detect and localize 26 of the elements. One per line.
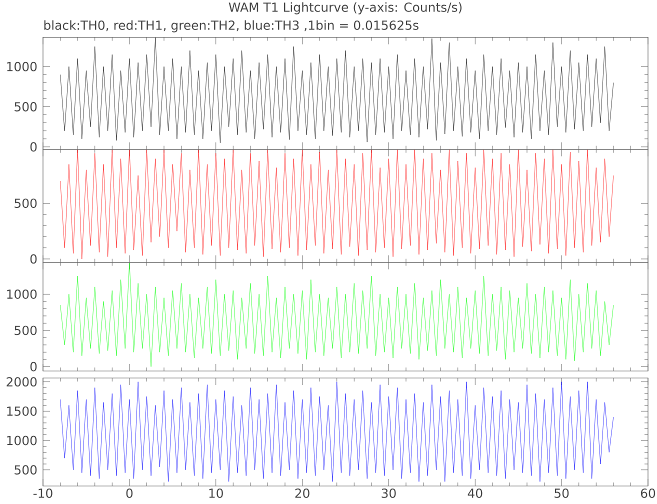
- y-tick-label: 500: [14, 198, 37, 208]
- y-tick-label: 1000: [7, 289, 37, 299]
- y-tick-label: 1000: [7, 436, 37, 446]
- chart-title: WAM T1 Lightcurve (y-axis: Counts/s): [228, 2, 462, 14]
- x-tick-label: 50: [554, 488, 569, 498]
- line-series: [60, 262, 614, 367]
- chart-subtitle: black:TH0, red:TH1, green:TH2, blue:TH3 ,1bin = 0.015625s: [44, 20, 418, 32]
- y-tick-label: 2000: [6, 377, 37, 387]
- line-series: [60, 382, 614, 482]
- y-tick-label: 500: [14, 326, 37, 336]
- y-tick-label: 0: [30, 362, 37, 372]
- x-tick-label: 30: [382, 488, 396, 498]
- x-tick-label: 60: [640, 488, 656, 498]
- y-tick-label: 500: [14, 102, 37, 112]
- y-tick-label: 0: [30, 142, 37, 152]
- line-series: [60, 150, 614, 260]
- x-tick-label: 40: [468, 488, 482, 498]
- x-tick-label: 10: [209, 488, 223, 498]
- line-series: [60, 38, 614, 144]
- x-tick-label: 20: [295, 488, 310, 498]
- y-tick-label: 1500: [7, 406, 37, 416]
- y-tick-label: 1000: [7, 62, 37, 72]
- x-tick-label: -10: [33, 488, 52, 498]
- y-tick-label: 0: [30, 254, 37, 264]
- y-tick-label: 500: [14, 465, 37, 475]
- x-tick-label: 0: [126, 488, 133, 498]
